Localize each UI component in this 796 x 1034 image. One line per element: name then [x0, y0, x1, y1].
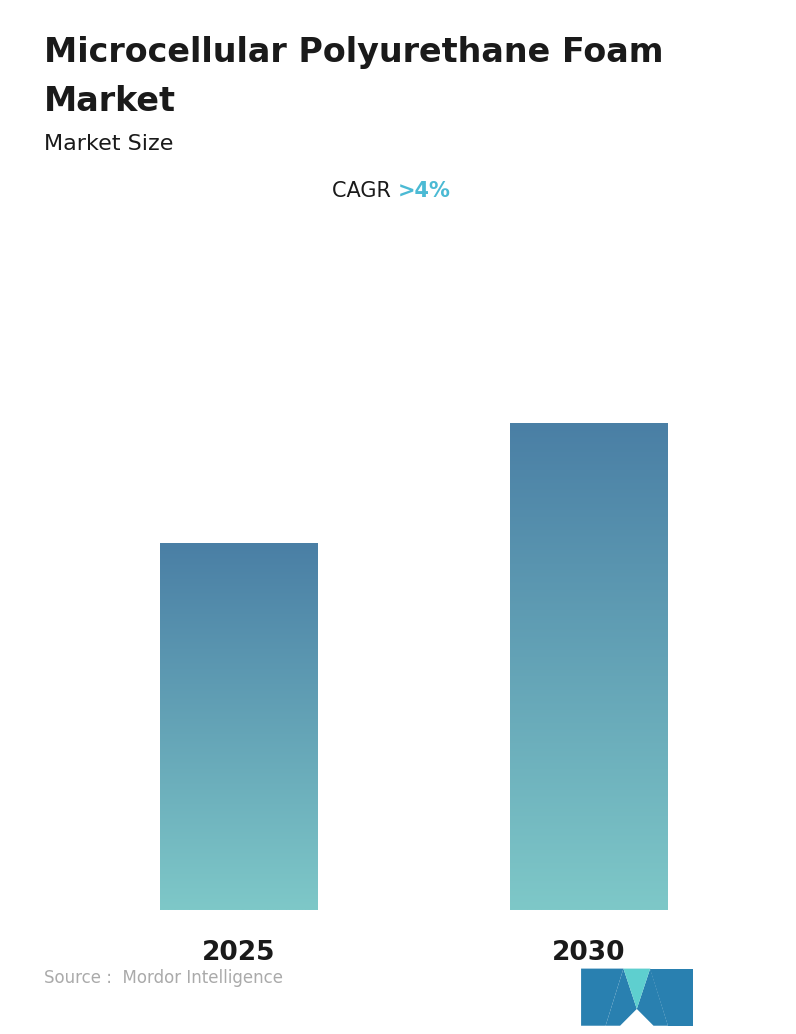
- Text: 2025: 2025: [202, 940, 275, 966]
- Text: CAGR: CAGR: [333, 181, 398, 201]
- Text: Microcellular Polyurethane Foam: Microcellular Polyurethane Foam: [44, 36, 663, 69]
- Text: >4%: >4%: [398, 181, 451, 201]
- Text: Source :  Mordor Intelligence: Source : Mordor Intelligence: [44, 970, 283, 987]
- Text: 2030: 2030: [552, 940, 626, 966]
- Text: Market: Market: [44, 85, 176, 118]
- Text: Market Size: Market Size: [44, 134, 174, 154]
